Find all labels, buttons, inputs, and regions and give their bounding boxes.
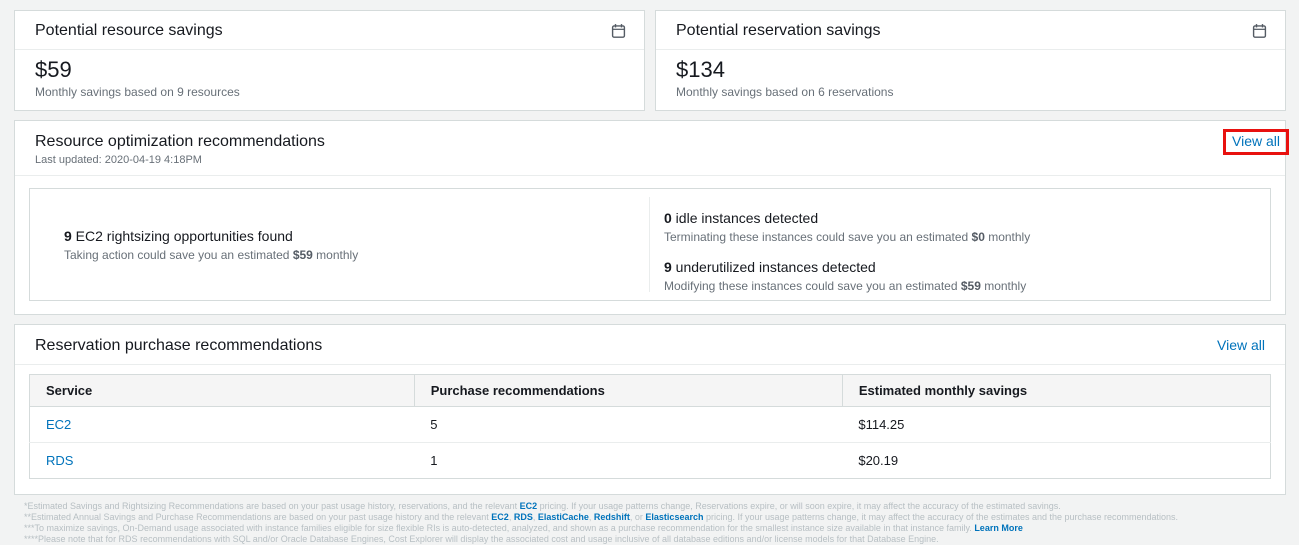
purchase-recommendations-cell: 1 <box>414 442 843 479</box>
view-all-wrapper: View all <box>1223 129 1289 155</box>
rightsizing-count: 9 <box>64 227 72 244</box>
ec2-pricing-link[interactable]: EC2 <box>519 501 538 511</box>
resource-optimization-section: Resource optimization recommendations La… <box>14 120 1289 315</box>
idle-count: 0 <box>664 210 672 226</box>
underutilized-subline: Modifying these instances could save you… <box>664 279 1027 293</box>
table-row: RDS 1 $20.19 <box>29 442 1271 479</box>
section-title: Reservation purchase recommendations <box>35 337 323 354</box>
reservation-savings-amount: $134 <box>676 57 725 82</box>
underutilized-count: 9 <box>664 259 672 275</box>
calendar-icon[interactable] <box>1252 23 1267 39</box>
calendar-icon[interactable] <box>611 23 626 39</box>
card-body: $134 Monthly savings based on 6 reservat… <box>656 50 1285 110</box>
elasticsearch-pricing-link[interactable]: Elasticsearch <box>645 512 704 522</box>
view-all-resource-optimization-link[interactable]: View all <box>1232 133 1280 149</box>
vertical-divider <box>649 197 650 292</box>
idle-amount: $0 <box>971 230 985 244</box>
card-potential-resource-savings: Potential resource savings $59 Monthly s… <box>14 10 645 111</box>
idle-instances-block: 0 idle instances detected Terminating th… <box>664 210 1270 244</box>
section-header: Reservation purchase recommendations Vie… <box>15 325 1285 365</box>
rds-pricing-link[interactable]: RDS <box>513 512 533 522</box>
resource-savings-subtitle: Monthly savings based on 9 resources <box>35 85 240 99</box>
footnote-line: *Estimated Savings and Rightsizing Recom… <box>24 501 1061 511</box>
idle-headline: 0 idle instances detected <box>664 210 819 226</box>
elasticache-pricing-link[interactable]: ElastiCache <box>537 512 589 522</box>
idle-subline: Terminating these instances could save y… <box>664 230 1031 244</box>
section-header: Resource optimization recommendations La… <box>15 121 1289 176</box>
rightsizing-subline: Taking action could save you an estimate… <box>64 247 359 262</box>
column-header-purchase-recommendations: Purchase recommendations <box>413 374 843 407</box>
card-body: $59 Monthly savings based on 9 resources <box>15 50 644 110</box>
savings-cards-row: Potential resource savings $59 Monthly s… <box>14 10 1286 111</box>
ec2-pricing-link[interactable]: EC2 <box>491 512 509 522</box>
service-cell: EC2 <box>30 407 415 443</box>
recommendations-table: Service Purchase recommendations Estimat… <box>29 374 1271 479</box>
column-header-estimated-monthly-savings: Estimated monthly savings <box>841 374 1271 407</box>
view-all-reservation-purchase-link[interactable]: View all <box>1217 337 1265 353</box>
card-header: Potential reservation savings <box>656 11 1285 50</box>
last-updated-text: Last updated: 2020-04-19 4:18PM <box>35 154 202 166</box>
estimated-savings-cell: $20.19 <box>842 442 1271 479</box>
card-title: Potential reservation savings <box>676 22 881 39</box>
learn-more-link[interactable]: Learn More <box>974 523 1023 533</box>
footnote-line: ***To maximize savings, On-Demand usage … <box>24 523 1023 533</box>
section-header-text: Resource optimization recommendations La… <box>35 133 325 166</box>
footnotes: *Estimated Savings and Rightsizing Recom… <box>14 495 1286 545</box>
rightsizing-headline: 9 EC2 rightsizing opportunities found <box>64 228 649 244</box>
table-row: EC2 5 $114.25 <box>30 407 1271 443</box>
card-header: Potential resource savings <box>15 11 644 50</box>
underutilized-amount: $59 <box>960 279 981 293</box>
reservation-savings-subtitle: Monthly savings based on 6 reservations <box>676 85 894 99</box>
rightsizing-text: EC2 rightsizing opportunities found <box>71 227 293 244</box>
rightsizing-summary: 9 EC2 rightsizing opportunities found Ta… <box>30 189 649 300</box>
estimated-savings-cell: $114.25 <box>858 417 905 432</box>
section-title: Resource optimization recommendations <box>35 133 325 150</box>
underutilized-headline: 9 underutilized instances detected <box>664 259 876 275</box>
footnote-line: ****Please note that for RDS recommendat… <box>24 534 939 544</box>
redshift-pricing-link[interactable]: Redshift <box>593 512 630 522</box>
instances-details: 0 idle instances detected Terminating th… <box>650 189 1270 300</box>
resource-savings-amount: $59 <box>35 57 72 82</box>
service-cell: RDS <box>29 442 415 479</box>
column-header-service: Service <box>29 374 415 407</box>
table-header-row: Service Purchase recommendations Estimat… <box>29 374 1271 407</box>
service-rds-link[interactable]: RDS <box>46 453 74 468</box>
card-title: Potential resource savings <box>35 22 223 39</box>
card-potential-reservation-savings: Potential reservation savings $134 Month… <box>655 10 1286 111</box>
service-ec2-link[interactable]: EC2 <box>46 417 72 432</box>
purchase-recommendations-cell: 5 <box>430 417 438 432</box>
underutilized-instances-block: 9 underutilized instances detected Modif… <box>664 259 1270 293</box>
footnote-line: **Estimated Annual Savings and Purchase … <box>24 512 1179 522</box>
rightsizing-amount: $59 <box>292 247 313 262</box>
recommendations-summary-box: 9 EC2 rightsizing opportunities found Ta… <box>29 188 1271 301</box>
recommendations-table-wrap: Service Purchase recommendations Estimat… <box>29 374 1271 479</box>
reservation-purchase-section: Reservation purchase recommendations Vie… <box>14 324 1286 495</box>
